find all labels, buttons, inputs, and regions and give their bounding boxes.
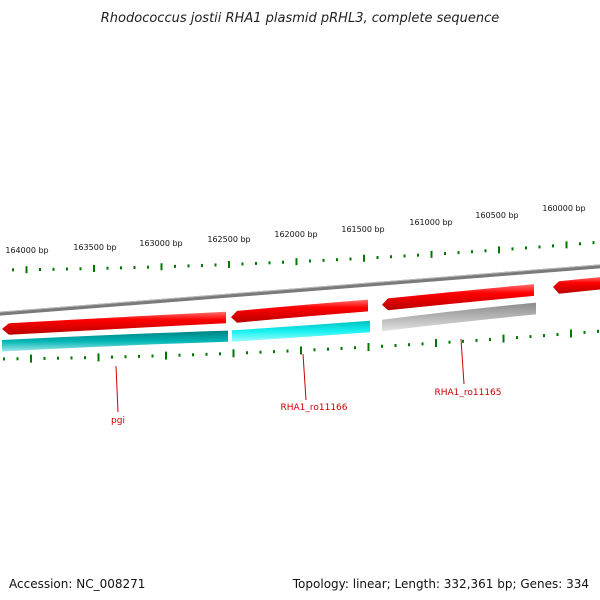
scale-tick-label: 160000 bp xyxy=(542,204,585,213)
outer-scale-ticks xyxy=(12,241,595,274)
forward-cds-1[interactable] xyxy=(2,311,226,335)
ro11166-leader-line xyxy=(302,353,307,401)
forward-cds-3[interactable] xyxy=(382,284,534,311)
sequence-backbone xyxy=(0,264,600,316)
scale-tick-labels: 164000 bp 163500 bp 163000 bp 162500 bp 1620… xyxy=(5,204,585,255)
ro11165-leader-line xyxy=(460,338,465,385)
map-title: Rhodococcus jostii RHA1 plasmid pRHL3, c… xyxy=(101,11,499,26)
reverse-cds-RHA1_ro11166[interactable] xyxy=(232,320,370,342)
pseudo-gene-RHA1_ro11165[interactable] xyxy=(382,302,536,332)
pgi-leader-line xyxy=(115,365,119,413)
accession-text: Accession: NC_008271 xyxy=(9,577,146,591)
inner-scale-ticks xyxy=(3,329,599,363)
scale-tick-label: 160500 bp xyxy=(475,211,518,220)
forward-cds-2[interactable] xyxy=(231,299,368,323)
forward-cds-4[interactable] xyxy=(553,277,600,294)
gene-label-pgi[interactable]: pgi xyxy=(111,416,125,426)
scale-tick-label: 162000 bp xyxy=(274,230,317,239)
sequence-summary: Topology: linear; Length: 332,361 bp; Ge… xyxy=(292,577,589,591)
scale-tick-label: 161500 bp xyxy=(341,225,384,234)
scale-tick-label: 161000 bp xyxy=(409,218,452,227)
gene-label-RHA1_ro11165[interactable]: RHA1_ro11165 xyxy=(434,388,501,398)
scale-tick-label: 164000 bp xyxy=(5,246,48,255)
scale-tick-label: 163500 bp xyxy=(73,243,116,252)
scale-tick-label: 163000 bp xyxy=(139,239,182,248)
backbone-highlight xyxy=(0,264,600,313)
scale-tick-label: 162500 bp xyxy=(207,235,250,244)
gene-label-RHA1_ro11166[interactable]: RHA1_ro11166 xyxy=(280,403,347,413)
reverse-cds-pgi[interactable] xyxy=(2,330,228,352)
